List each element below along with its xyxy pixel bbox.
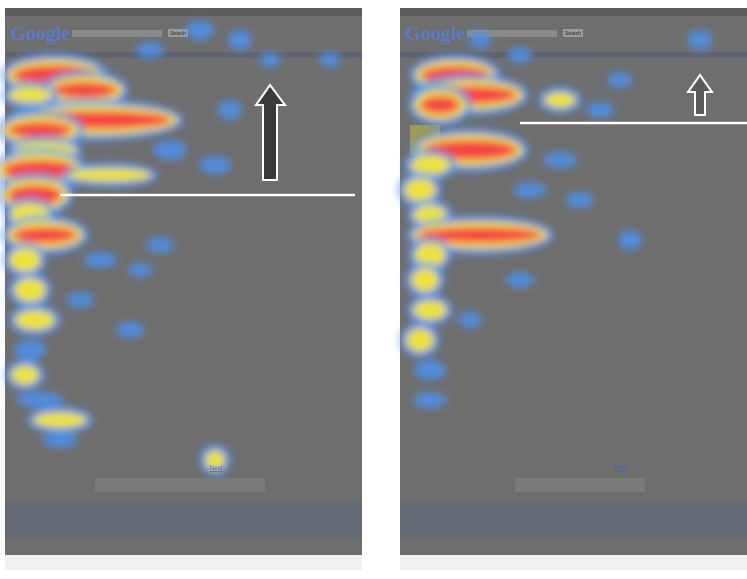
search-box bbox=[72, 30, 162, 37]
heat-spot bbox=[136, 42, 164, 58]
heat-spot bbox=[566, 192, 594, 208]
heat-spot bbox=[586, 102, 614, 118]
heat-spot bbox=[506, 272, 534, 288]
heat-spot bbox=[8, 122, 72, 138]
results-bar bbox=[400, 52, 747, 58]
heat-spot bbox=[420, 96, 460, 114]
heat-spot bbox=[13, 227, 77, 243]
heat-spot bbox=[68, 168, 152, 182]
heat-spot bbox=[15, 310, 55, 330]
search-button-label: Search bbox=[565, 31, 581, 37]
heat-spot bbox=[413, 392, 447, 408]
heat-spot bbox=[458, 312, 482, 328]
heat-spot bbox=[186, 20, 214, 40]
heat-spot bbox=[128, 263, 152, 277]
heat-spot bbox=[468, 32, 492, 48]
heat-spot bbox=[608, 72, 632, 88]
heat-spot bbox=[320, 52, 340, 68]
heat-spot bbox=[43, 432, 77, 448]
search-button-label: Search bbox=[170, 31, 186, 37]
logo: Google bbox=[405, 23, 465, 45]
heat-spot bbox=[544, 92, 576, 108]
heat-spot bbox=[83, 252, 117, 268]
heat-spot bbox=[218, 100, 242, 120]
heatmap bbox=[0, 20, 340, 476]
heat-spot bbox=[410, 155, 450, 175]
heat-spot bbox=[414, 360, 446, 380]
results-bar bbox=[5, 52, 362, 58]
logo: Google bbox=[10, 23, 70, 45]
heat-spot bbox=[418, 227, 542, 243]
footer-info bbox=[5, 555, 362, 570]
heat-spot bbox=[16, 392, 64, 408]
heat-spot bbox=[543, 152, 577, 168]
heat-spot bbox=[14, 278, 46, 302]
heatmap bbox=[398, 30, 712, 408]
heat-spot bbox=[411, 268, 439, 292]
heat-spot bbox=[414, 243, 446, 267]
left-panel: Google Search Next bbox=[0, 8, 362, 570]
search-button[interactable] bbox=[563, 29, 583, 37]
heat-spot bbox=[11, 365, 39, 385]
heat-spot bbox=[146, 237, 174, 253]
heat-spot bbox=[228, 30, 252, 50]
promo-box bbox=[95, 478, 265, 492]
heat-spot bbox=[9, 248, 41, 272]
search-button[interactable] bbox=[168, 29, 188, 37]
heat-spot bbox=[513, 182, 547, 198]
top-bar bbox=[5, 8, 362, 16]
promo-box bbox=[515, 478, 645, 492]
bottom-search bbox=[400, 500, 747, 540]
up-arrow bbox=[254, 83, 287, 181]
heat-spot bbox=[688, 30, 712, 50]
heat-spot bbox=[66, 292, 94, 308]
right-panel: Google Search Next bbox=[398, 8, 747, 570]
heat-spot bbox=[8, 87, 52, 103]
heat-spot bbox=[404, 178, 436, 202]
top-bar bbox=[400, 8, 747, 16]
heat-spot bbox=[33, 412, 87, 428]
next-link[interactable]: Next bbox=[615, 466, 628, 472]
bottom-search bbox=[5, 500, 362, 540]
up-arrow bbox=[686, 73, 714, 116]
heat-spot bbox=[406, 328, 434, 352]
search-box bbox=[467, 30, 557, 37]
footer-info bbox=[400, 555, 747, 570]
heat-spot bbox=[618, 230, 642, 250]
heat-spot bbox=[116, 322, 144, 338]
heat-spot bbox=[413, 300, 447, 320]
next-link[interactable]: Next bbox=[210, 466, 223, 472]
heat-spot bbox=[205, 450, 225, 470]
heat-spot bbox=[14, 340, 46, 360]
heat-spot bbox=[153, 140, 187, 160]
heat-spot bbox=[508, 47, 532, 63]
heat-spot bbox=[260, 52, 280, 68]
heat-spot bbox=[53, 82, 117, 98]
heat-spot bbox=[199, 156, 231, 174]
